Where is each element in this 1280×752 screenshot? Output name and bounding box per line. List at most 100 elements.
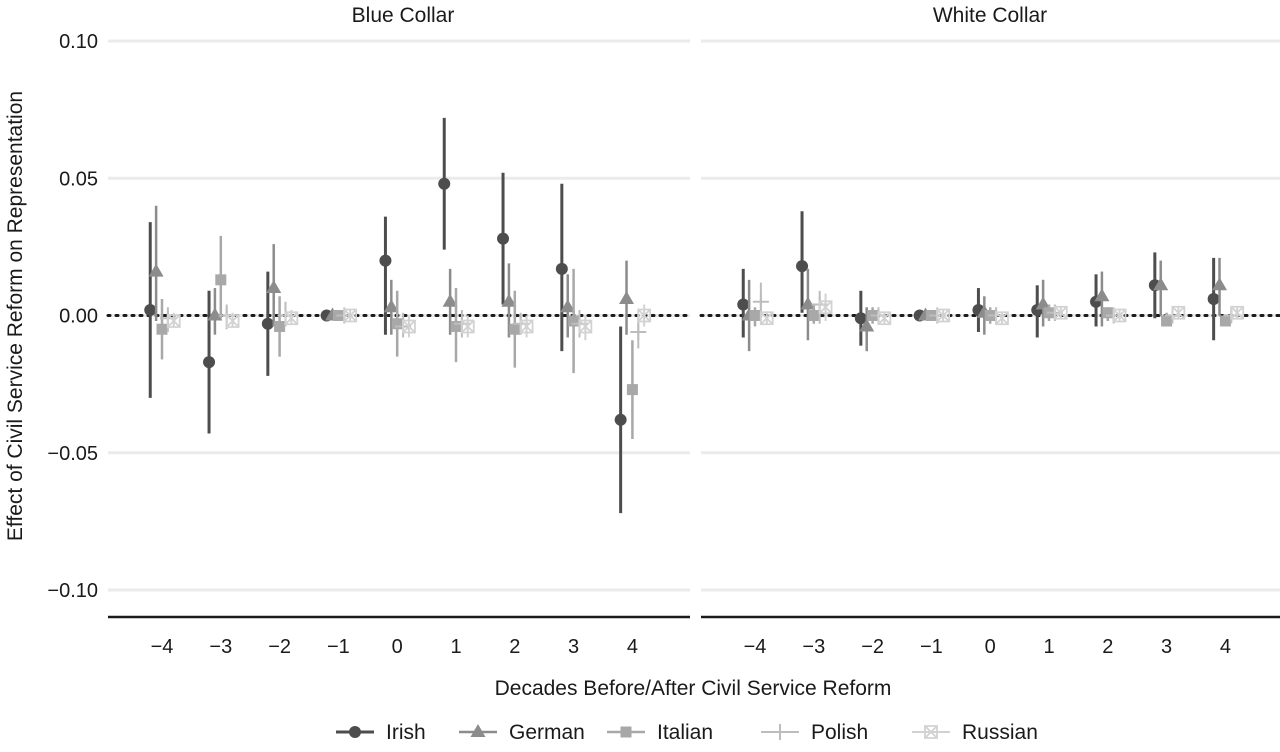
data-point bbox=[519, 319, 534, 334]
data-point bbox=[501, 293, 517, 307]
series-irish-blue-collar bbox=[144, 117, 627, 514]
data-point bbox=[379, 254, 392, 267]
data-point bbox=[225, 314, 240, 328]
data-point bbox=[497, 232, 510, 245]
x-tick-label: −1 bbox=[920, 636, 943, 658]
legend-marker bbox=[620, 726, 632, 738]
x-tick-label: −3 bbox=[209, 636, 232, 658]
x-tick-label: 1 bbox=[1043, 636, 1054, 658]
series-irish-white-collar bbox=[737, 211, 1220, 346]
data-point bbox=[402, 319, 416, 334]
data-point bbox=[148, 263, 164, 277]
legend-item-irish: Irish bbox=[336, 721, 426, 744]
y-tick-label: 0.05 bbox=[59, 168, 98, 190]
data-point bbox=[936, 308, 951, 323]
data-point bbox=[630, 323, 647, 340]
x-tick-label: 3 bbox=[568, 636, 579, 658]
legend-item-polish: Polish bbox=[761, 721, 868, 744]
legend-marker bbox=[772, 724, 788, 740]
data-point bbox=[509, 323, 521, 335]
data-point bbox=[1207, 293, 1220, 306]
data-point bbox=[796, 260, 809, 273]
data-point bbox=[1053, 305, 1068, 320]
data-point bbox=[1219, 315, 1231, 327]
data-point bbox=[391, 318, 403, 330]
x-tick-label: −2 bbox=[268, 636, 291, 658]
data-point bbox=[1102, 307, 1114, 319]
data-point bbox=[343, 308, 358, 323]
data-point bbox=[207, 307, 223, 321]
data-point bbox=[274, 320, 286, 332]
data-point bbox=[752, 293, 769, 310]
x-tick-label: 1 bbox=[450, 636, 461, 658]
data-point bbox=[737, 298, 750, 311]
data-point bbox=[859, 318, 875, 332]
data-point bbox=[614, 413, 627, 426]
data-marks bbox=[144, 117, 1245, 514]
data-point bbox=[1212, 277, 1228, 291]
data-point bbox=[215, 274, 227, 286]
x-tick-label: −4 bbox=[151, 636, 174, 658]
data-point bbox=[1171, 305, 1186, 320]
x-tick-label: −4 bbox=[744, 636, 767, 658]
series-russian-blue-collar bbox=[166, 304, 652, 341]
x-tick-label: 4 bbox=[1220, 636, 1231, 658]
data-point bbox=[1153, 277, 1169, 291]
data-point bbox=[749, 310, 761, 321]
series-russian-white-collar bbox=[759, 293, 1245, 326]
legend-marker bbox=[924, 725, 938, 739]
data-point bbox=[1035, 296, 1051, 310]
data-point bbox=[383, 299, 399, 313]
legend-item-italian: Italian bbox=[607, 721, 713, 744]
data-point bbox=[877, 311, 892, 326]
series-italian-blue-collar bbox=[156, 235, 638, 440]
y-axis-title: Effect of Civil Service Reform on Repres… bbox=[4, 91, 27, 541]
x-tick-label: 2 bbox=[1102, 636, 1113, 658]
data-point bbox=[203, 356, 216, 369]
legend-marker bbox=[470, 724, 486, 737]
data-point bbox=[166, 314, 181, 328]
legend-marker bbox=[349, 726, 361, 738]
data-point bbox=[637, 308, 652, 323]
x-tick-label: −1 bbox=[327, 636, 350, 658]
panel-title-white-collar: White Collar bbox=[933, 4, 1047, 27]
legend-label: German bbox=[509, 721, 585, 744]
legend: Irish German Italian Polish Russian bbox=[336, 721, 1038, 744]
data-point bbox=[818, 300, 833, 315]
x-tick-label: −2 bbox=[861, 636, 884, 658]
data-point bbox=[144, 304, 157, 317]
legend-label: Russian bbox=[962, 721, 1038, 744]
data-point bbox=[578, 319, 593, 334]
data-point bbox=[156, 323, 168, 335]
data-point bbox=[555, 262, 568, 275]
data-point bbox=[854, 312, 867, 325]
data-point bbox=[759, 311, 774, 326]
data-point bbox=[568, 315, 580, 327]
y-tick-label: −0.10 bbox=[47, 580, 98, 602]
data-point bbox=[808, 310, 820, 321]
data-point bbox=[995, 311, 1009, 326]
legend-label: Italian bbox=[657, 721, 713, 744]
legend-label: Irish bbox=[386, 721, 426, 744]
data-point bbox=[442, 293, 458, 307]
data-point bbox=[450, 320, 462, 332]
x-tick-label: 0 bbox=[985, 636, 996, 658]
y-tick-label: 0.10 bbox=[59, 31, 98, 53]
x-axis-title: Decades Before/After Civil Service Refor… bbox=[495, 677, 892, 700]
data-point bbox=[800, 296, 816, 310]
data-point bbox=[560, 299, 576, 313]
series-german-blue-collar bbox=[148, 205, 635, 338]
legend-item-german: German bbox=[459, 721, 585, 744]
data-point bbox=[460, 319, 475, 334]
x-tick-label: 3 bbox=[1161, 636, 1172, 658]
x-tick-labels: −4 −3 −2 −1 0 1 2 3 4 −4 −3 −2 −1 0 1 2 3 4 bbox=[151, 636, 1231, 658]
y-tick-label: −0.05 bbox=[47, 443, 98, 465]
data-point bbox=[1230, 305, 1245, 320]
data-point bbox=[1094, 288, 1110, 302]
panel-title-blue-collar: Blue Collar bbox=[352, 4, 455, 27]
y-tick-label: 0.00 bbox=[59, 306, 98, 328]
x-tick-label: 4 bbox=[627, 636, 638, 658]
data-point bbox=[626, 384, 638, 396]
legend-item-russian: Russian bbox=[912, 721, 1038, 744]
